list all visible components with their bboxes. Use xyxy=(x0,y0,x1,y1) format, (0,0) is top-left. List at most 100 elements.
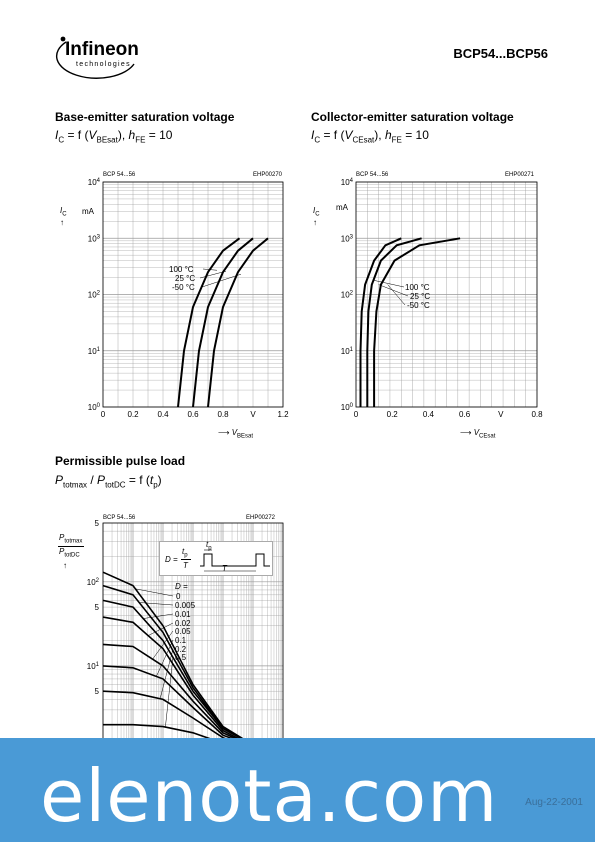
chart3-title: Permissible pulse load xyxy=(55,454,186,468)
chart3-d-05: 0.5 xyxy=(175,653,187,662)
chart3-y-tick: 101 xyxy=(87,662,100,671)
chart2-frame xyxy=(355,181,538,408)
document-date: Aug-22-2001 xyxy=(525,797,583,808)
chart3-fig-code: EHP00272 xyxy=(246,515,276,521)
chart1-x-tick: 0.6 xyxy=(187,410,199,419)
chart2-y-arrow: ↑ xyxy=(313,218,317,227)
chart3-series-line xyxy=(102,643,284,751)
watermark-brand: elenota.com xyxy=(40,754,499,838)
svg-text:technologies: technologies xyxy=(76,61,131,68)
chart1-frame xyxy=(102,181,284,408)
chart2-x-tick: 0.8 xyxy=(531,410,543,419)
chart3-legend-leader xyxy=(148,622,174,636)
chart2-legend-m50: -50 °C xyxy=(407,301,430,310)
inset-tp-top: tp xyxy=(206,540,212,552)
chart2-y-tick: 101 xyxy=(341,347,354,356)
chart3-d-01: 0.1 xyxy=(175,636,187,645)
chart1-y-tick: 104 xyxy=(88,178,101,187)
chart1-y-tick: 103 xyxy=(88,234,101,243)
chart2-x-label: ⟶ VCEsat xyxy=(460,428,496,440)
chart3-d-002: 0.02 xyxy=(175,619,191,628)
chart1-series-line xyxy=(192,237,254,408)
chart2-y-tick: 103 xyxy=(341,234,354,243)
chart3-series-line xyxy=(102,584,284,751)
chart1-legend-leader xyxy=(202,268,218,271)
pulse-waveform xyxy=(200,549,270,572)
chart3-y-tick: 102 xyxy=(87,578,100,587)
chart2-title: Collector-emitter saturation voltage xyxy=(311,110,514,124)
chart3-d-0005: 0.005 xyxy=(175,601,196,610)
chart3-series-code: BCP 54...56 xyxy=(103,515,136,521)
chart3-d-02: 0.2 xyxy=(175,645,187,654)
chart3-y-label-bottom: PtotDC xyxy=(59,547,80,559)
chart3-legend-leader xyxy=(156,639,174,677)
chart2-series-line xyxy=(366,237,422,407)
chart2-legend-leader xyxy=(372,279,405,288)
chart2-formula: IC = f (VCEsat), hFE = 10 xyxy=(311,128,429,145)
chart1-legend-100: 100 °C xyxy=(169,265,194,274)
chart3-series-line xyxy=(102,599,284,751)
chart1-y-arrow: ↑ xyxy=(60,218,64,227)
chart1-x-tick: 1.2 xyxy=(277,410,289,419)
chart2-legend-25: 25 °C xyxy=(410,292,431,301)
inset-T: T xyxy=(183,561,188,570)
chart1-y-tick: 100 xyxy=(88,403,101,412)
infineon-logo: Infineon technologies xyxy=(55,36,139,79)
chart1-x-tick: V xyxy=(250,410,256,419)
chart3-y-tick: 5 xyxy=(95,519,100,528)
chart1-series-line xyxy=(207,237,269,408)
chart2-legend-100: 100 °C xyxy=(405,283,430,292)
chart3-d-001: 0.01 xyxy=(175,610,191,619)
chart3-y-label-top: Ptotmax xyxy=(59,533,83,545)
chart2-x-tick: 0.4 xyxy=(423,410,435,419)
chart3-y-tick: 5 xyxy=(95,603,100,612)
chart3-legend-leader xyxy=(135,588,174,597)
document-title: BCP54...BCP56 xyxy=(453,46,548,61)
chart2-legend-leader xyxy=(387,284,406,306)
chart3-y-arrow: ↑ xyxy=(63,561,67,570)
chart3-d-label: D = xyxy=(175,582,188,591)
chart1-x-tick: 0.4 xyxy=(157,410,169,419)
chart1-legend-leader xyxy=(201,273,242,288)
chart3-legend-leader xyxy=(139,602,174,606)
chart1-series-line xyxy=(177,237,241,408)
chart1-y-tick: 102 xyxy=(88,291,101,300)
chart3-legend-leader xyxy=(152,630,174,660)
chart2-y-label: IC xyxy=(313,206,320,218)
chart1-x-label: ⟶ VBEsat xyxy=(218,428,254,440)
chart2-legend-leader xyxy=(378,284,409,297)
chart1-title: Base-emitter saturation voltage xyxy=(55,110,235,124)
chart1-y-tick: 101 xyxy=(88,347,101,356)
chart2-series-code: BCP 54...56 xyxy=(356,172,389,178)
chart3-d-0: 0 xyxy=(176,592,181,601)
chart2-fig-code: EHP00271 xyxy=(505,172,535,178)
chart2-y-unit: mA xyxy=(336,203,348,212)
chart2-series-line xyxy=(373,237,461,407)
chart3-d-005: 0.05 xyxy=(175,627,191,636)
watermark-banner xyxy=(0,738,595,842)
chart2-x-tick: 0.2 xyxy=(387,410,399,419)
chart2-y-tick: 100 xyxy=(341,403,354,412)
chart1-legend-leader xyxy=(199,270,227,279)
chart3-legend-leader xyxy=(159,648,174,699)
chart3-series-line xyxy=(102,616,284,751)
chart1-y-unit: mA xyxy=(82,207,94,216)
inset-fraction-bar xyxy=(181,559,191,560)
chart1-y-label: IC xyxy=(60,206,67,218)
duty-cycle-inset: D = tp T tp T xyxy=(159,540,273,576)
chart1-legend-m50: -50 °C xyxy=(172,283,195,292)
svg-text:Infineon: Infineon xyxy=(65,39,139,60)
chart2-y-tick: 102 xyxy=(341,291,354,300)
chart2-x-tick: 0 xyxy=(354,410,359,419)
chart1-legend-25: 25 °C xyxy=(175,274,196,283)
inset-T-bottom: T xyxy=(222,564,227,573)
chart3-series-line xyxy=(102,571,284,751)
chart2-x-tick: V xyxy=(498,410,504,419)
chart3-formula: Ptotmax / PtotDC = f (tp) xyxy=(55,473,162,490)
inset-d-label: D = xyxy=(165,555,178,564)
chart1-fig-code: EHP00270 xyxy=(253,172,283,178)
chart1-x-tick: 0.2 xyxy=(127,410,139,419)
chart2-y-tick: 104 xyxy=(341,178,354,187)
